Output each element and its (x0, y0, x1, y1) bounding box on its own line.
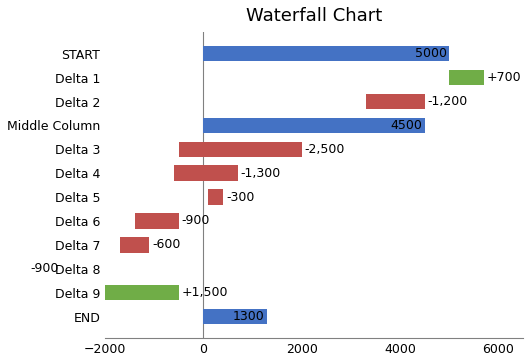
Bar (204, 46, 449, 61)
Text: -300: -300 (226, 191, 254, 204)
Text: 4500: 4500 (391, 119, 422, 132)
Bar (105, 285, 179, 301)
Bar (174, 166, 238, 181)
Text: 5000: 5000 (415, 47, 447, 60)
Bar (120, 237, 149, 253)
Bar (208, 189, 223, 205)
Text: -2,500: -2,500 (305, 143, 345, 156)
Text: -1,200: -1,200 (428, 95, 468, 108)
Text: +1,500: +1,500 (182, 286, 228, 299)
Bar (61, 261, 105, 277)
Bar (135, 213, 179, 229)
Text: -900: -900 (182, 215, 210, 228)
Text: -900: -900 (30, 262, 58, 275)
Title: Waterfall Chart: Waterfall Chart (246, 7, 382, 25)
Text: +700: +700 (487, 71, 522, 84)
Bar (449, 70, 484, 85)
Bar (204, 118, 425, 133)
Text: 1300: 1300 (233, 310, 265, 323)
Text: -1,300: -1,300 (241, 167, 281, 180)
Bar (366, 94, 425, 109)
Bar (204, 309, 267, 324)
Bar (179, 142, 302, 157)
Text: -600: -600 (152, 238, 181, 251)
